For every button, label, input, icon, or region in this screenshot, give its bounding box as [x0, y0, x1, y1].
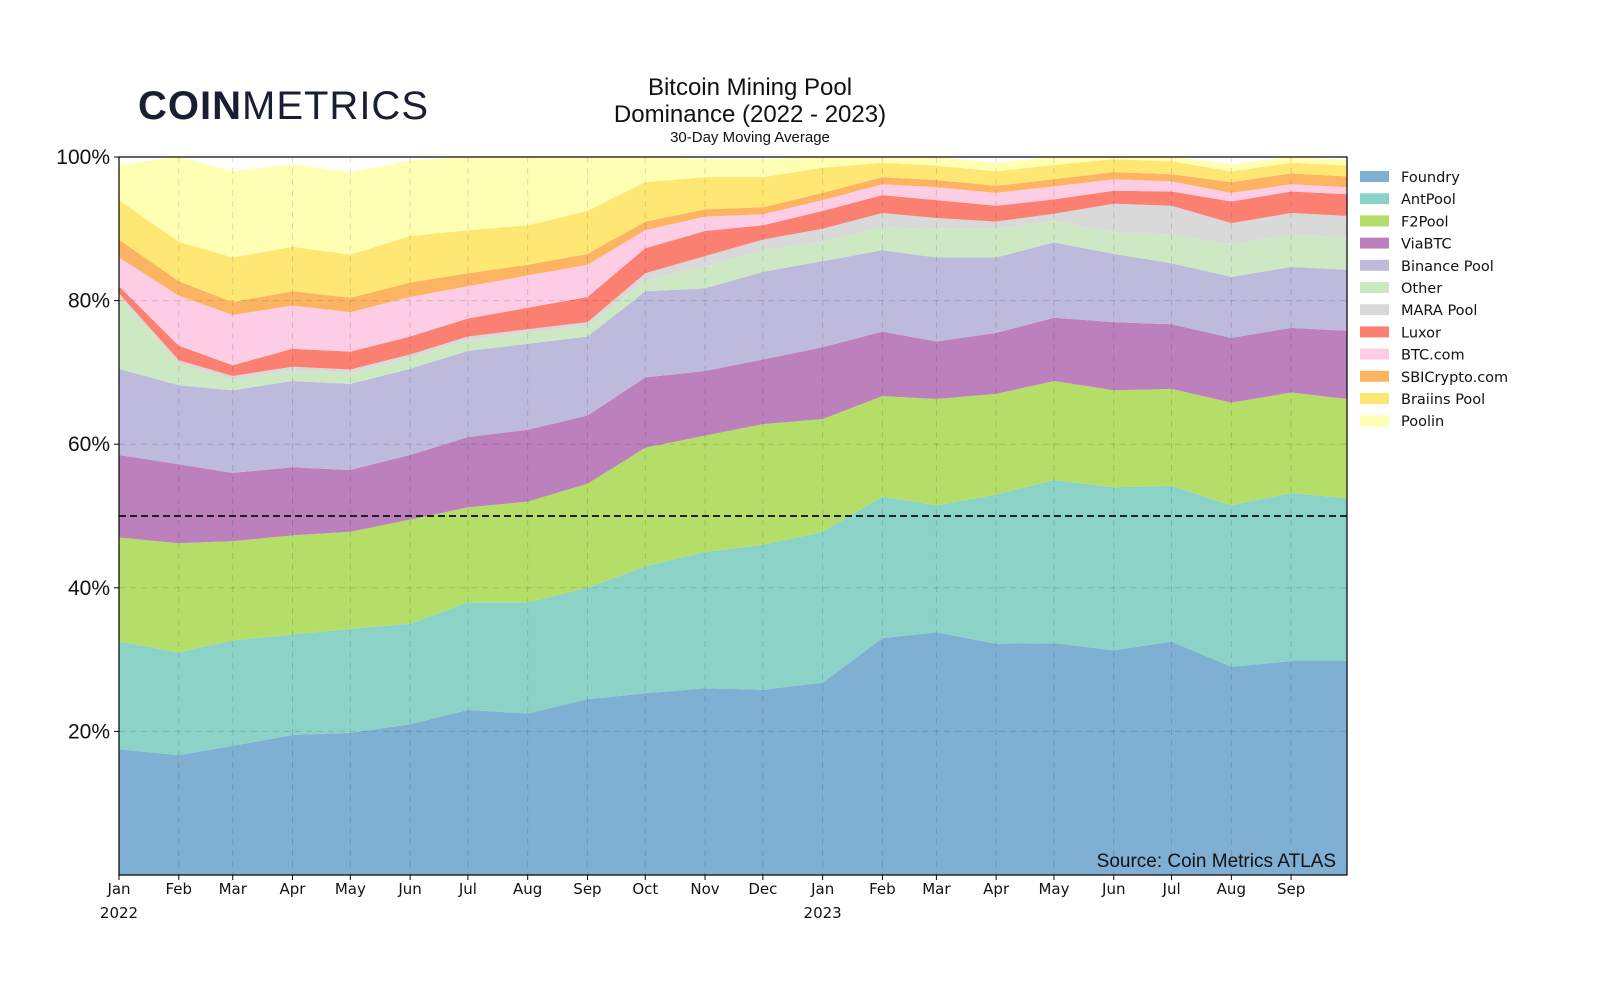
x-tick-label: Sep: [573, 880, 601, 898]
area-braiins-pool: [119, 159, 1347, 302]
logo-bold-text: COIN: [138, 84, 242, 128]
x-tick-label: Mar: [219, 880, 248, 898]
area-binance-pool: [119, 242, 1347, 473]
x-tick-year-label: 2023: [804, 904, 842, 922]
legend-label-other: Other: [1401, 281, 1442, 297]
legend-swatch-antpool: [1360, 193, 1389, 205]
x-tick-label: Jul: [1162, 880, 1181, 898]
legend-label-antpool: AntPool: [1401, 192, 1456, 208]
legend-swatch-binance-pool: [1360, 259, 1389, 271]
x-tick-label: Apr: [280, 880, 307, 898]
x-tick-label: Dec: [748, 880, 777, 898]
x-tick-year-label: 2022: [100, 904, 138, 922]
area-f2pool: [119, 381, 1347, 653]
area-luxor: [119, 190, 1347, 376]
legend-label-foundry: Foundry: [1401, 170, 1460, 186]
area-sbicrypto-com: [119, 172, 1347, 315]
logo-thin-text: METRICS: [242, 84, 429, 128]
source-label: Source: Coin Metrics ATLAS: [1097, 851, 1336, 872]
x-tick-label: Feb: [165, 880, 192, 898]
legend-swatch-other: [1360, 282, 1389, 293]
x-tick-label: Nov: [690, 880, 719, 898]
x-tick-label: May: [335, 880, 366, 898]
y-tick-label: 100%: [56, 146, 110, 169]
x-axis: Jan 2022 Feb Mar Apr May Jun Jul Aug Sep Oct Nov Dec…: [100, 875, 1305, 922]
legend-label-poolin: Poolin: [1401, 414, 1444, 430]
x-tick-label: Jun: [397, 880, 421, 898]
legend: Foundry AntPool F2Pool ViaBTC Binance Pool Ot…: [1360, 170, 1508, 430]
chart-subtitle: 30-Day Moving Average: [670, 129, 830, 146]
legend-swatch-viabtc: [1360, 237, 1389, 249]
y-axis: 20% 40% 60% 80% 100%: [56, 146, 119, 743]
x-tick-label: Jan: [810, 880, 834, 898]
legend-swatch-f2pool: [1360, 215, 1389, 227]
area-btc-com: [119, 179, 1347, 366]
area-foundry: [119, 632, 1347, 875]
y-tick-label: 20%: [68, 720, 110, 743]
legend-swatch-sbicrypto-com: [1360, 370, 1389, 382]
x-tick-label: Aug: [513, 880, 542, 898]
plot-frame: [118, 156, 1348, 876]
legend-swatch-foundry: [1360, 171, 1389, 182]
area-antpool: [119, 480, 1347, 756]
legend-label-mara-pool: MARA Pool: [1401, 303, 1477, 319]
legend-label-f2pool: F2Pool: [1401, 214, 1449, 230]
y-tick-label: 80%: [68, 290, 110, 313]
area-mara-pool: [119, 203, 1347, 380]
x-tick-label: Oct: [632, 880, 658, 898]
chart-title: Bitcoin Mining Pool Dominance (2022 - 20…: [560, 74, 940, 128]
legend-swatch-luxor: [1360, 326, 1389, 338]
x-tick-label: Mar: [922, 880, 951, 898]
y-tick-label: 60%: [68, 433, 110, 456]
legend-label-viabtc: ViaBTC: [1401, 237, 1452, 253]
legend-label-sbicrypto-com: SBICrypto.com: [1401, 370, 1508, 386]
x-tick-label: Jan: [106, 880, 130, 898]
legend-label-luxor: Luxor: [1401, 325, 1441, 341]
legend-swatch-mara-pool: [1360, 304, 1389, 316]
legend-label-braiins-pool: Braiins Pool: [1401, 392, 1485, 408]
x-tick-label: Apr: [983, 880, 1010, 898]
y-tick-label: 40%: [68, 577, 110, 600]
x-tick-label: Aug: [1217, 880, 1246, 898]
legend-swatch-poolin: [1360, 415, 1389, 427]
x-tick-label: May: [1038, 880, 1069, 898]
x-tick-label: Jul: [458, 880, 477, 898]
x-tick-label: Feb: [869, 880, 896, 898]
area-viabtc: [119, 317, 1347, 544]
area-poolin: [119, 157, 1347, 258]
legend-swatch-btc-com: [1360, 348, 1389, 360]
chart-title-line2: Dominance (2022 - 2023): [613, 101, 887, 128]
legend-label-binance-pool: Binance Pool: [1401, 259, 1494, 275]
chart-title-line1: Bitcoin Mining Pool: [647, 74, 853, 101]
x-tick-label: Sep: [1277, 880, 1305, 898]
legend-swatch-braiins-pool: [1360, 393, 1389, 404]
area-layers: [119, 157, 1347, 875]
legend-label-btc-com: BTC.com: [1401, 348, 1465, 364]
coinmetrics-logo: COINMETRICS: [138, 84, 429, 129]
x-tick-label: Jun: [1101, 880, 1125, 898]
